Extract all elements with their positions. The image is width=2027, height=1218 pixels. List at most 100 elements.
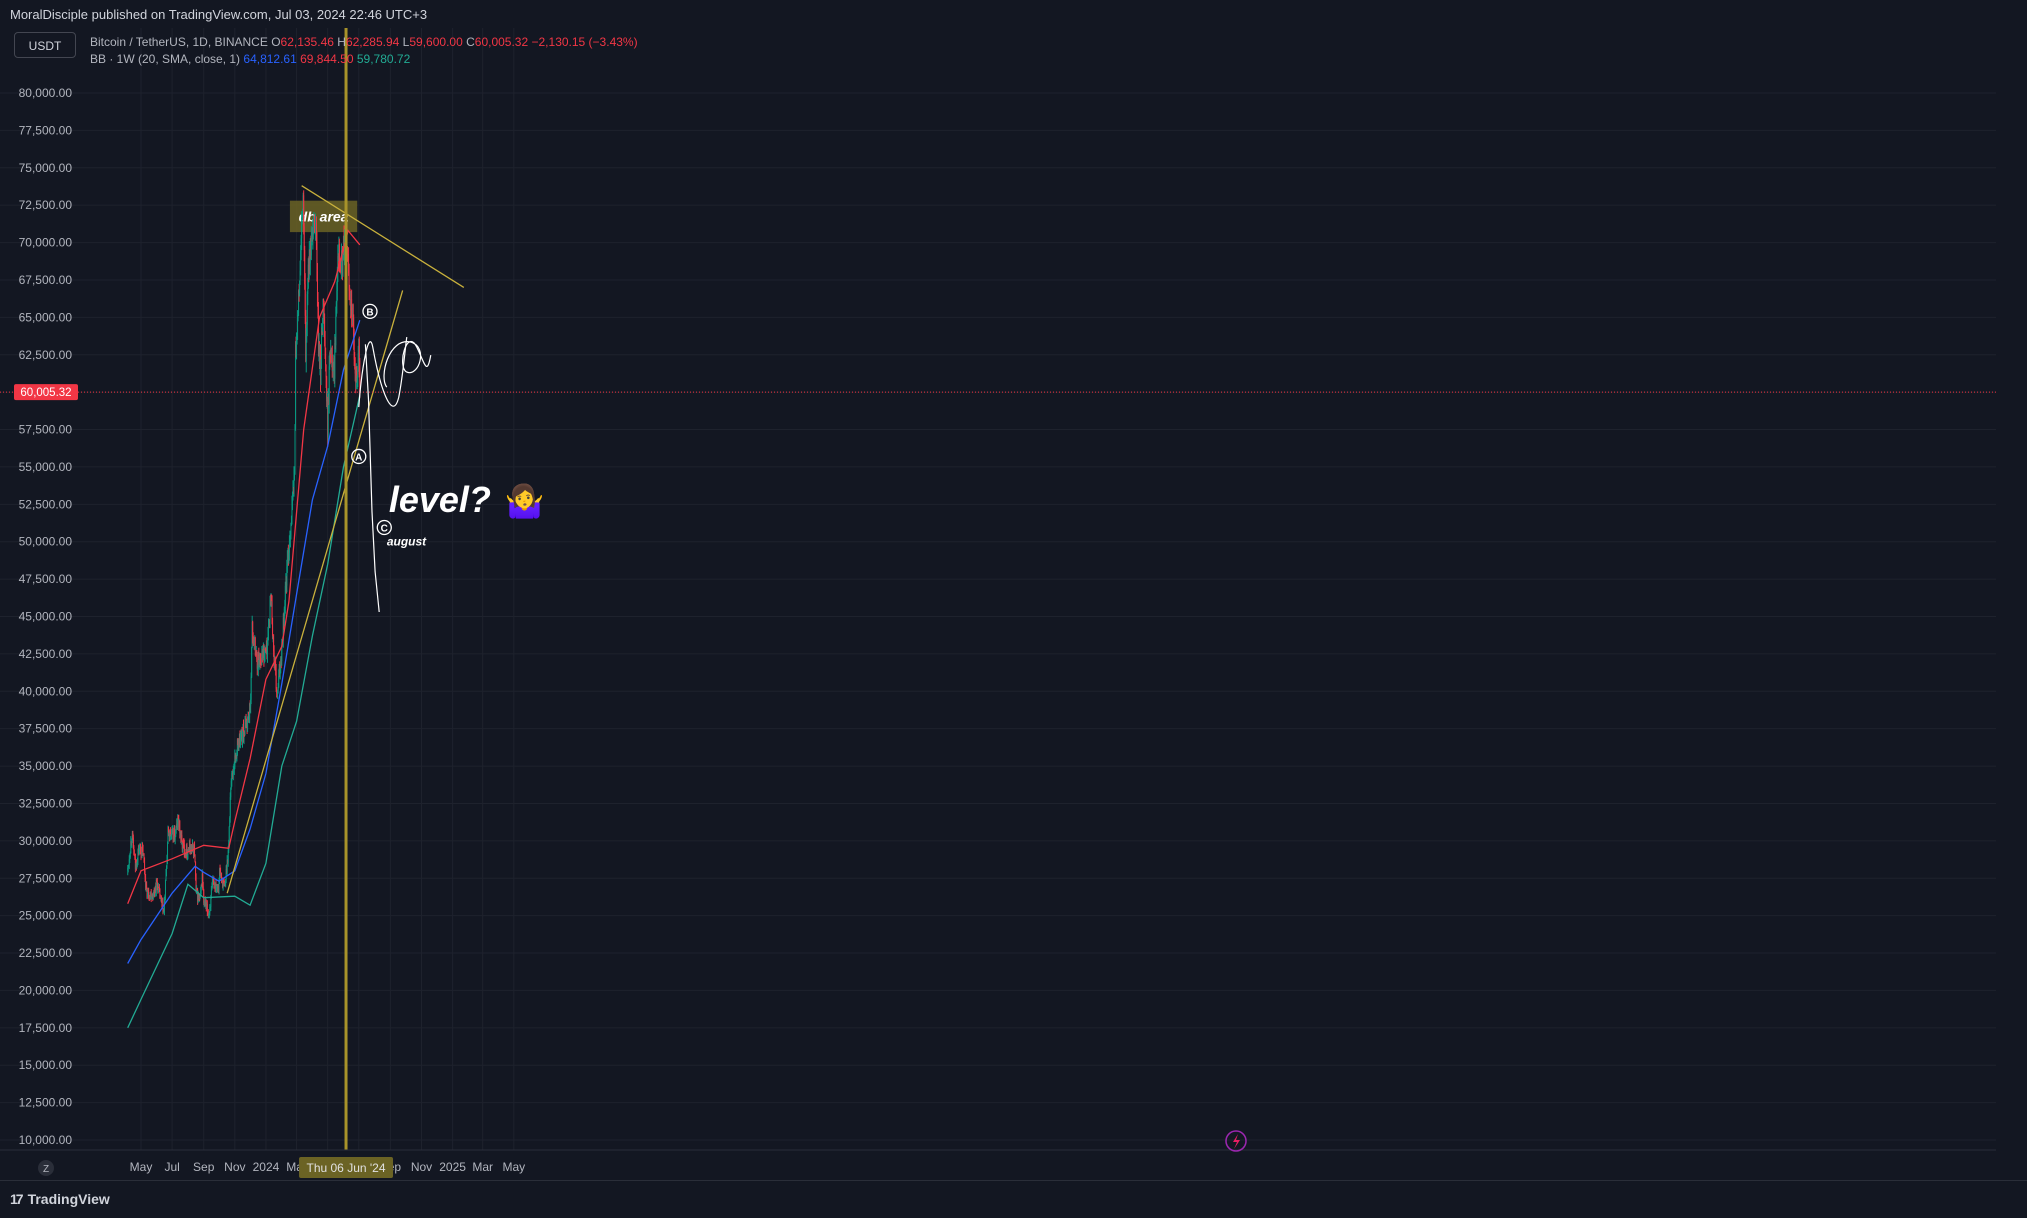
candle: [215, 879, 217, 893]
candle-body: [224, 882, 226, 886]
candle-body: [179, 820, 181, 834]
candle-body: [140, 850, 142, 856]
candle: [323, 300, 325, 324]
candle-body: [347, 257, 349, 259]
candle-body: [238, 744, 240, 751]
candle-body: [349, 293, 351, 305]
current-price-badge: [14, 384, 78, 401]
candle-body: [140, 846, 141, 851]
candle-body: [244, 721, 246, 736]
candle: [204, 899, 206, 907]
time-axis-label: Sep: [193, 1160, 215, 1174]
candle: [241, 730, 243, 748]
candle-body: [309, 238, 311, 264]
candle: [296, 332, 298, 360]
candle-body: [315, 222, 317, 225]
candle: [303, 190, 305, 235]
candle-body: [174, 829, 176, 841]
candle-body: [185, 845, 187, 857]
candle: [159, 894, 161, 899]
candle-body: [206, 904, 208, 908]
candle-body: [158, 887, 160, 889]
candle: [180, 830, 182, 845]
candle: [184, 853, 186, 858]
candle-body: [186, 854, 188, 856]
candle: [283, 606, 285, 627]
candle-body: [323, 299, 325, 302]
candle-body: [215, 883, 217, 889]
candle-body: [318, 342, 320, 355]
candle-body: [134, 858, 136, 870]
candle: [327, 396, 329, 447]
candle-body: [336, 269, 338, 291]
candle: [195, 861, 197, 881]
candle: [279, 664, 281, 680]
candle-body: [320, 354, 321, 385]
candle: [177, 815, 179, 821]
currency-button[interactable]: USDT: [14, 32, 76, 58]
candle-body: [159, 888, 161, 898]
candle: [148, 894, 150, 901]
candle: [146, 881, 148, 889]
candle-body: [266, 642, 267, 650]
candle-body: [324, 318, 326, 339]
candle: [334, 334, 336, 388]
candle-body: [333, 358, 335, 370]
candle: [229, 816, 231, 828]
tradingview-logo[interactable]: 17 TradingView: [10, 1191, 110, 1207]
candle: [277, 689, 279, 700]
candle-body: [168, 826, 169, 830]
legend-bb-lower: 59,780.72: [356, 52, 411, 66]
candle: [145, 881, 147, 892]
candle: [307, 277, 309, 306]
candle-body: [353, 339, 355, 360]
candle-body: [283, 617, 285, 624]
candle: [205, 897, 207, 910]
candle: [247, 711, 249, 720]
candle-body: [130, 841, 132, 843]
candle: [262, 644, 264, 661]
candle-body: [203, 902, 205, 904]
support-trendline: [226, 290, 404, 894]
candle-body: [244, 732, 245, 736]
candle-body: [264, 647, 266, 649]
candle: [176, 818, 178, 828]
candle: [314, 216, 316, 234]
candle: [348, 247, 350, 276]
candle-body: [270, 596, 272, 600]
candle-body: [212, 878, 214, 881]
candle: [292, 486, 294, 494]
candle-body: [154, 886, 156, 894]
candle-body: [195, 876, 197, 892]
candle: [181, 840, 183, 853]
candle: [208, 913, 210, 919]
candle: [146, 887, 148, 900]
candle-body: [178, 817, 180, 828]
candle: [150, 891, 152, 898]
candle-body: [198, 896, 200, 898]
time-axis-label: Nov: [411, 1160, 432, 1174]
candle-body: [256, 658, 258, 669]
candle: [244, 730, 246, 737]
candle-body: [280, 659, 282, 668]
candle-body: [218, 880, 220, 892]
candle: [285, 573, 287, 593]
candle-body: [271, 596, 273, 600]
candle: [179, 820, 181, 839]
candle: [256, 652, 258, 676]
candle: [328, 393, 330, 406]
candle-body: [133, 854, 135, 856]
candle: [297, 310, 299, 322]
time-axis-label: Jul: [164, 1160, 179, 1174]
candle: [357, 345, 359, 372]
price-axis-label: 70,000.00: [19, 236, 73, 250]
candle: [248, 714, 250, 723]
candle-body: [276, 692, 278, 695]
candle: [130, 836, 132, 854]
candle: [310, 226, 312, 261]
candle: [322, 298, 324, 338]
candle: [169, 835, 171, 842]
tradingview-logo-icon: 17: [10, 1191, 24, 1207]
candle: [283, 612, 285, 630]
